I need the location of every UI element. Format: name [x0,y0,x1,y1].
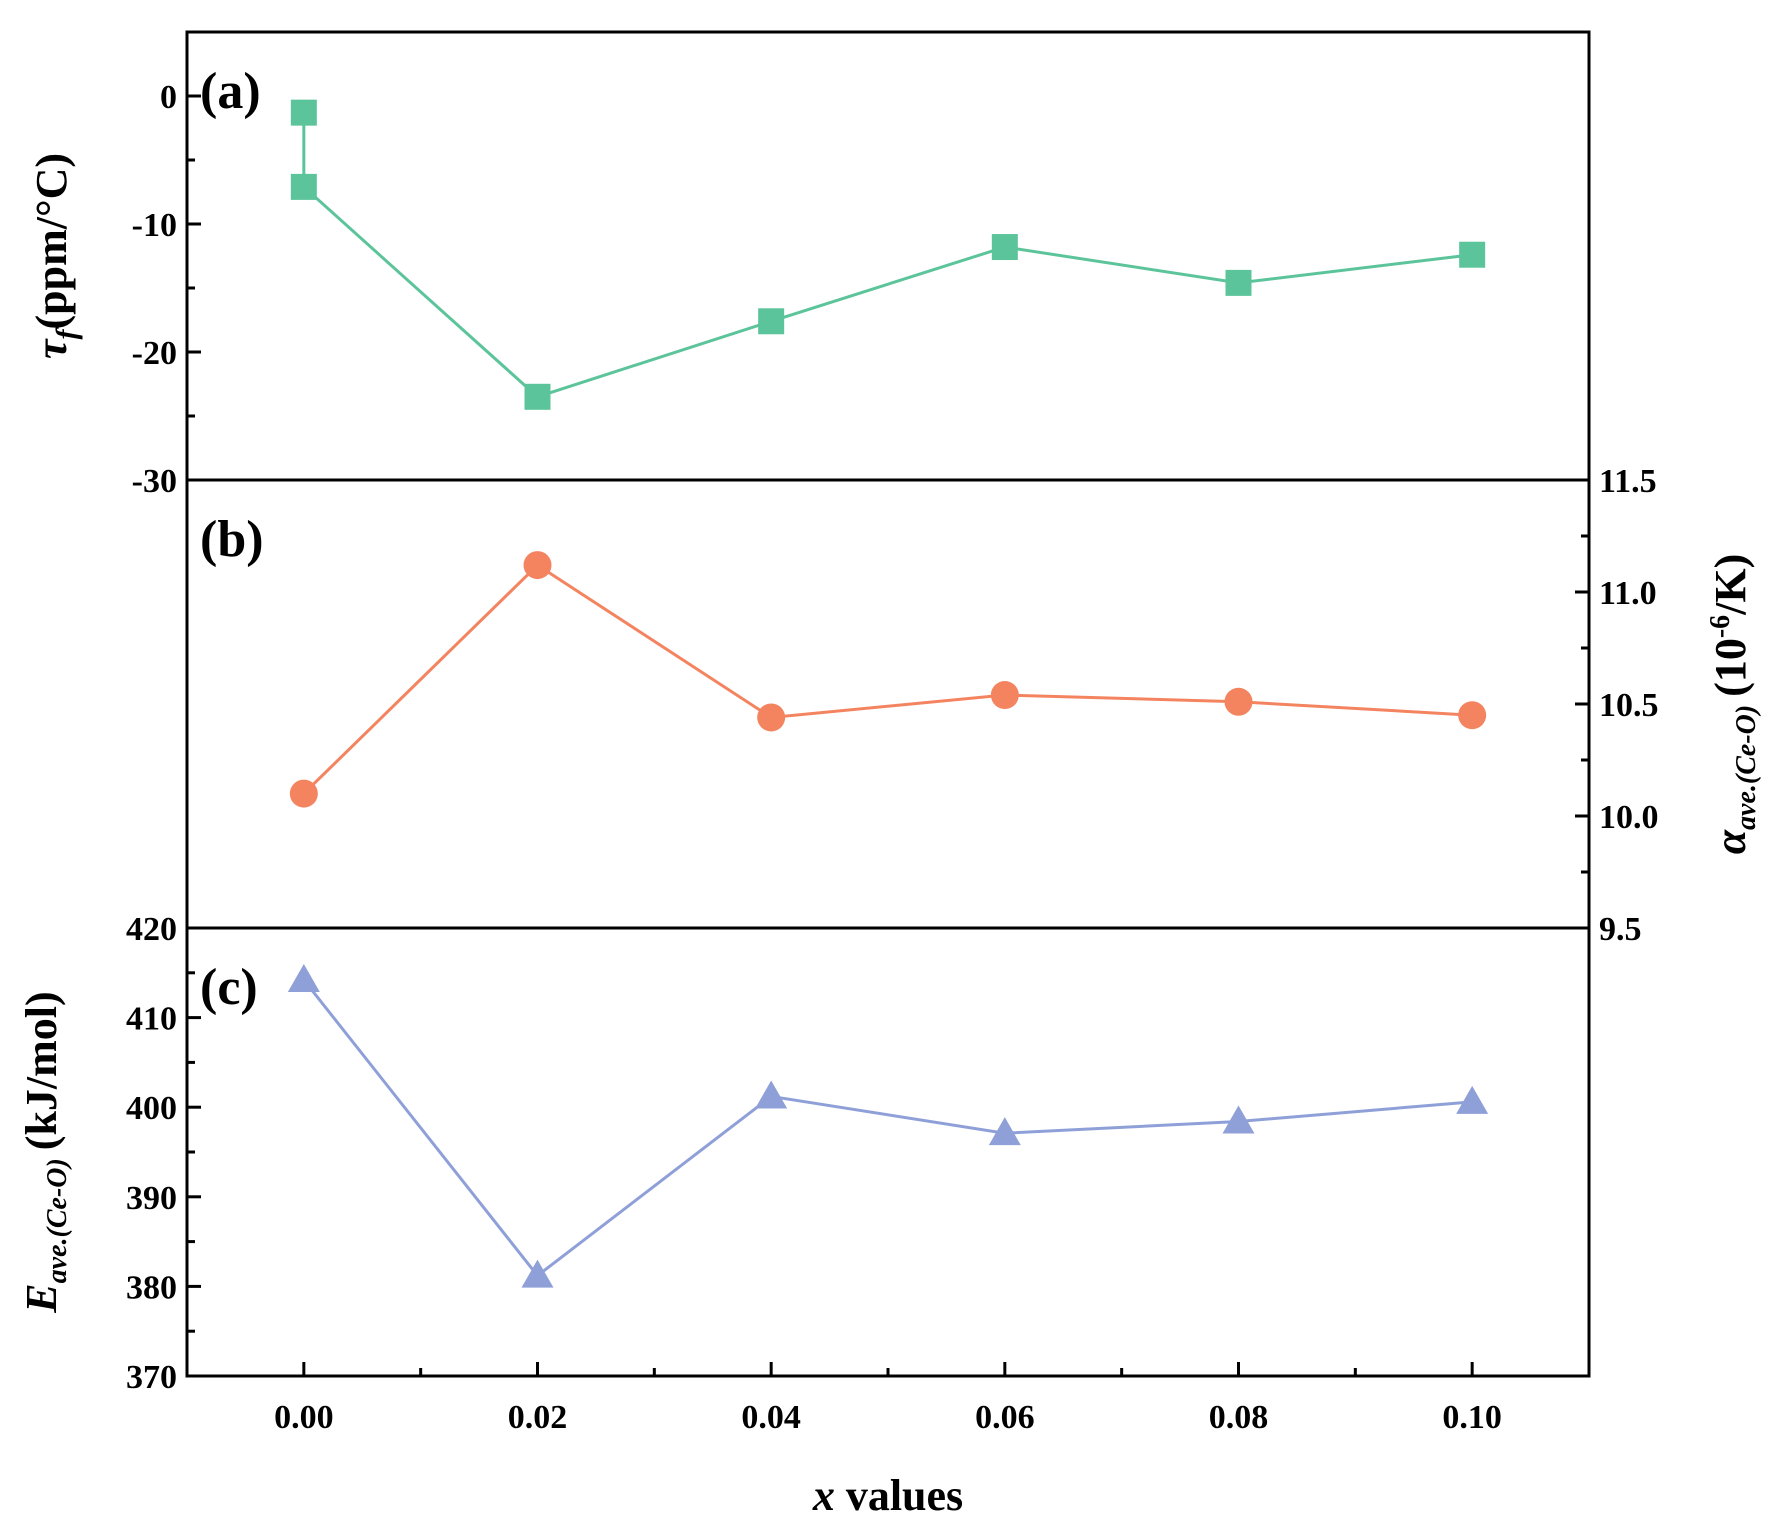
panel-b-y-tick-label: 11.0 [1599,575,1657,612]
panel-b-label: (b) [200,511,264,568]
x-axis-label: x values [812,1471,963,1520]
panel-c-frame [185,926,1591,1378]
panel-c-y-tick-label: 380 [126,1269,177,1306]
x-tick-label: 0.00 [274,1399,334,1436]
data-series [287,99,1489,1288]
panel-c-data-point [1222,1105,1255,1134]
panel-a-y-tick-label: -10 [132,207,177,244]
panel-a-y-tick-label: -20 [132,335,177,372]
panel-c-data-point [287,963,320,992]
panel-c-y-tick-label: 400 [126,1090,177,1127]
panel-c-data-point [988,1117,1021,1146]
panel-a-data-point [1225,269,1252,296]
panel-b-y-tick-label: 9.5 [1599,911,1642,948]
panel-c-y-tick-label: 390 [126,1180,177,1217]
panel-b-series-line [302,563,1473,795]
panel-c-data-point [755,1080,788,1109]
x-tick-label: 0.04 [741,1399,801,1436]
panel-a-label: (a) [200,63,261,120]
panel-a-data-point [758,308,785,335]
panel-b-data-point [289,779,318,808]
panel-b-data-point [757,703,786,732]
x-tick-label: 0.06 [975,1399,1035,1436]
panel-a-y-symbol: τ [27,338,76,359]
panel-b-y-tick-label: 10.0 [1599,799,1659,836]
panel-b-data-point [990,681,1019,710]
panel-a-data-point [290,173,317,200]
x-tick-label: 0.10 [1442,1399,1502,1436]
panel-b-data-point [1224,687,1253,716]
panel-a-y-axis-label: τf(ppm/°C) [27,153,83,359]
panel-a-data-point [524,383,551,410]
panel-c-data-point [1456,1085,1489,1114]
x-axis-label-italic: x [812,1471,835,1520]
panel-a-data-point [290,99,317,126]
x-tick-label: 0.02 [508,1399,568,1436]
axis-ticks: 0.00 0.02 0.04 0.06 0.08 0.10 0 -10 -20 -30 11.5 11… [126,79,1659,1436]
panel-c-y-tick-label: 410 [126,1001,177,1038]
panel-b-y-tick-label: 11.5 [1599,463,1657,500]
x-axis-label-rest: values [835,1471,963,1520]
panel-c-y-text: (kJ/mol) [17,991,66,1150]
panel-a-y-tick-label: -30 [132,463,177,500]
panel-c-label: (c) [200,959,258,1016]
panel-c-y-tick-label: 420 [126,911,177,948]
x-tick-label: 0.08 [1209,1399,1269,1436]
panel-a-y-text: (ppm/°C) [27,153,76,330]
panel-c-y-tick-label: 370 [126,1359,177,1396]
panel-b-y-sub: ave.(Ce-O) [1731,705,1762,830]
panel-c-y-sub: ave.(Ce-O) [42,1158,73,1283]
panel-b-y-symbol: α [1706,829,1755,854]
panel-b-y-tail: /K) [1706,554,1755,616]
panel-a-y-tick-label: 0 [160,79,177,116]
panel-a-data-point [991,234,1018,261]
panel-b-data-point [523,551,552,580]
panel-a-y-sub: f [50,326,83,339]
panel-a-frame [185,30,1591,482]
panel-a-series-line [302,112,1473,399]
panel-b-y-axis-label: αave.(Ce-O) (10-6/K) [1705,554,1762,855]
panel-b-y-text: (10 [1706,638,1755,697]
panel-c-series-line [302,979,1473,1278]
panel-c-y-symbol: E [17,1283,66,1313]
panel-b-data-point [1458,701,1487,730]
panel-b-y-tick-label: 10.5 [1599,687,1659,724]
panel-a-data-point [1459,241,1486,268]
panel-c-data-point [521,1259,554,1288]
panel-c-y-axis-label: Eave.(Ce-O) (kJ/mol) [17,991,73,1313]
panel-b-y-sup: -6 [1705,615,1736,638]
